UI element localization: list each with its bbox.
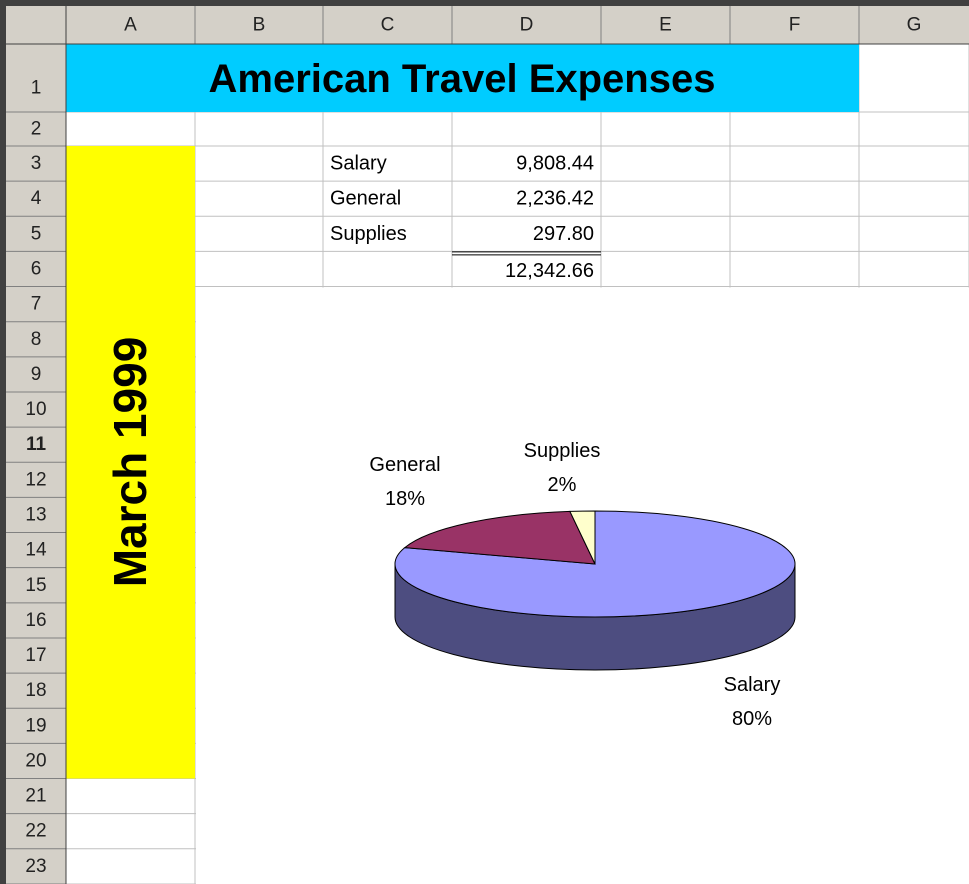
row-header[interactable]: 12 xyxy=(25,469,46,490)
slice-label: Salary xyxy=(724,674,781,696)
cell-amount[interactable]: 9,808.44 xyxy=(516,153,594,175)
row-header[interactable]: 17 xyxy=(25,645,46,666)
row-header[interactable]: 3 xyxy=(31,153,42,174)
row-header[interactable]: 14 xyxy=(25,540,47,561)
slice-label: Supplies xyxy=(524,440,601,462)
row-header[interactable]: 2 xyxy=(31,119,42,140)
row-header[interactable]: 8 xyxy=(31,329,42,350)
pie-slice xyxy=(403,510,596,565)
column-header[interactable]: B xyxy=(253,15,266,36)
column-header[interactable]: F xyxy=(789,15,801,36)
row-header[interactable]: 19 xyxy=(25,715,46,736)
title-cell xyxy=(66,44,859,112)
slice-percent: 18% xyxy=(385,488,425,510)
sheet-title: American Travel Expenses xyxy=(209,57,716,101)
row-header[interactable]: 16 xyxy=(25,610,46,631)
cell-label[interactable]: Supplies xyxy=(330,223,407,245)
row-header[interactable]: 15 xyxy=(25,575,46,596)
slice-label: General xyxy=(369,454,440,476)
column-header[interactable]: D xyxy=(520,15,534,36)
row-header[interactable]: 1 xyxy=(31,78,42,99)
side-cell xyxy=(66,146,195,779)
pie-slice xyxy=(569,510,596,565)
cell-amount[interactable]: 2,236.42 xyxy=(516,188,594,210)
row-header-bar xyxy=(6,6,66,884)
row-header[interactable]: 18 xyxy=(25,680,46,701)
row-header[interactable]: 21 xyxy=(25,786,46,807)
slice-percent: 80% xyxy=(732,708,772,730)
side-label: March 1999 xyxy=(104,337,156,588)
row-header[interactable]: 13 xyxy=(25,504,46,525)
column-header[interactable]: G xyxy=(907,15,922,36)
column-header-bar xyxy=(6,6,969,44)
row-header[interactable]: 22 xyxy=(25,821,46,842)
cell-label[interactable]: General xyxy=(330,188,401,210)
row-header[interactable]: 6 xyxy=(31,258,42,279)
row-header[interactable]: 20 xyxy=(25,750,46,771)
column-header[interactable]: A xyxy=(124,15,137,36)
row-header[interactable]: 7 xyxy=(31,294,42,315)
column-header[interactable]: E xyxy=(659,15,672,36)
column-header[interactable]: C xyxy=(381,15,395,36)
row-header[interactable]: 11 xyxy=(26,434,47,455)
row-header[interactable]: 5 xyxy=(31,223,42,244)
row-header[interactable]: 4 xyxy=(31,188,42,209)
row-header[interactable]: 10 xyxy=(25,399,46,420)
slice-percent: 2% xyxy=(548,474,577,496)
row-header[interactable]: 23 xyxy=(25,856,46,877)
row-header[interactable]: 9 xyxy=(31,364,42,385)
cell-label[interactable]: Salary xyxy=(330,153,387,175)
cell-total[interactable]: 12,342.66 xyxy=(505,260,594,282)
cell-amount[interactable]: 297.80 xyxy=(533,223,594,245)
